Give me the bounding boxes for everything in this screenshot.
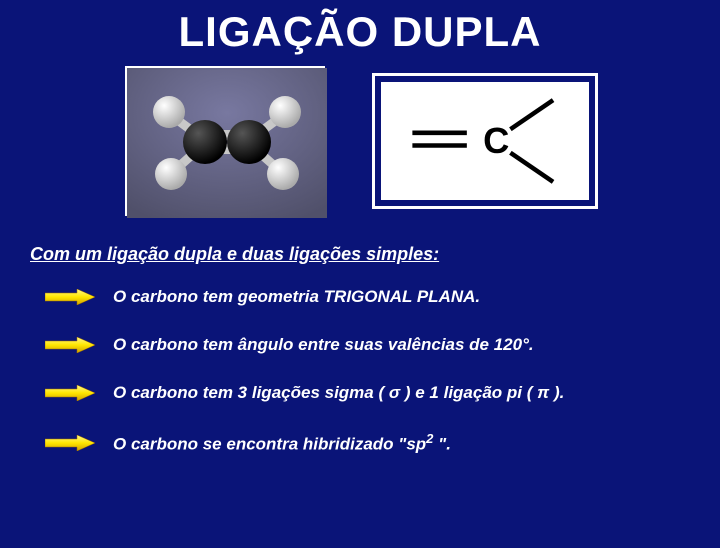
list-item: O carbono se encontra hibridizado "sp2 "… [45, 431, 720, 455]
subtitle: Com um ligação dupla e duas ligações sim… [30, 244, 720, 265]
list-item: O carbono tem 3 ligações sigma ( σ ) e 1… [45, 383, 720, 403]
carbon-diagram: C [375, 76, 595, 206]
arrow-icon [45, 435, 95, 451]
bullet-text: O carbono se encontra hibridizado "sp2 "… [113, 431, 451, 455]
bullet-text: O carbono tem ângulo entre suas valência… [113, 335, 534, 355]
arrow-icon [45, 289, 95, 305]
arrow-icon [45, 385, 95, 401]
list-item: O carbono tem ângulo entre suas valência… [45, 335, 720, 355]
atom-label: C [483, 120, 509, 161]
arrow-icon [45, 337, 95, 353]
molecule-photo [125, 66, 325, 216]
list-item: O carbono tem geometria TRIGONAL PLANA. [45, 287, 720, 307]
page-title: LIGAÇÃO DUPLA [0, 8, 720, 56]
bullet-list: O carbono tem geometria TRIGONAL PLANA. … [45, 287, 720, 455]
bullet-text: O carbono tem geometria TRIGONAL PLANA. [113, 287, 480, 307]
images-row: C [0, 66, 720, 216]
bullet-text: O carbono tem 3 ligações sigma ( σ ) e 1… [113, 383, 564, 403]
